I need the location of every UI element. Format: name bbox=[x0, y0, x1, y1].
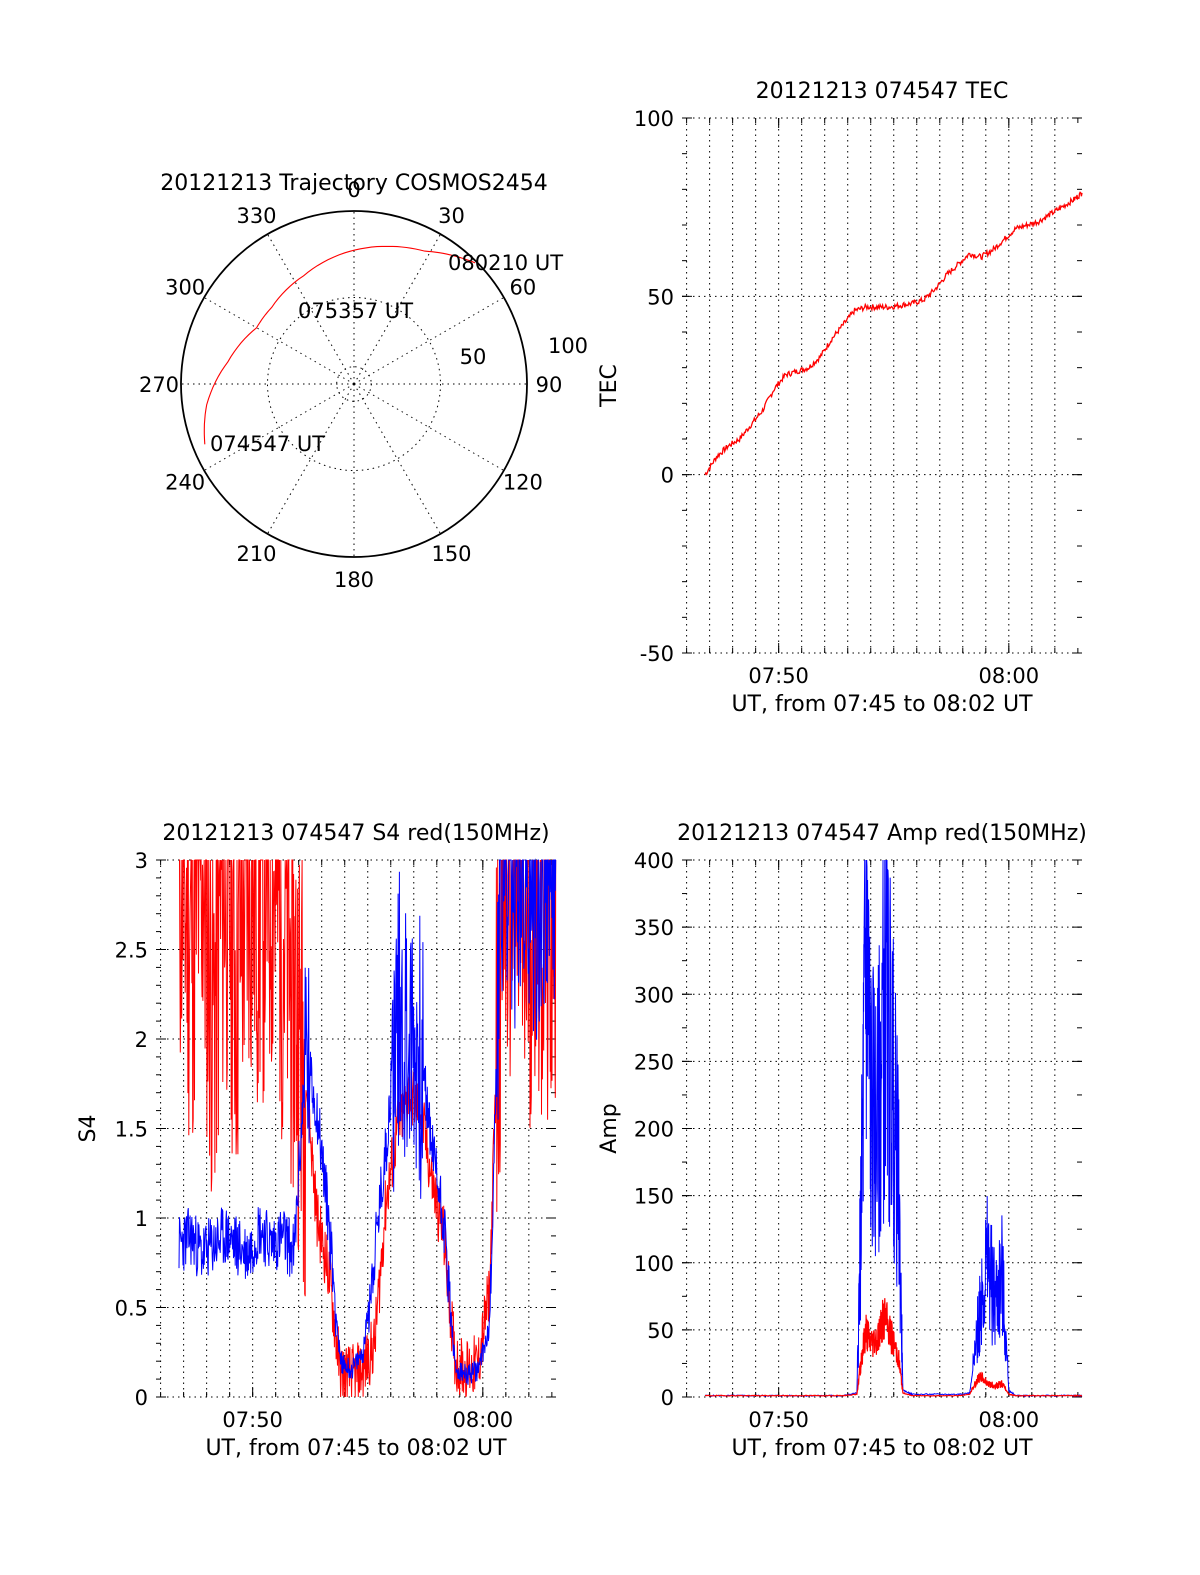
y-tick-label: 1.5 bbox=[115, 1118, 148, 1142]
y-tick-label: 1 bbox=[135, 1207, 148, 1231]
y-tick-label: 250 bbox=[634, 1050, 674, 1074]
x-tick-label: 07:50 bbox=[222, 1408, 283, 1432]
angle-label: 150 bbox=[431, 542, 471, 566]
y-tick-label: 300 bbox=[634, 983, 674, 1007]
y-tick-label: 400 bbox=[634, 849, 674, 873]
x-axis-label: UT, from 07:45 to 08:02 UT bbox=[731, 1436, 1033, 1461]
trajectory-line bbox=[203, 245, 476, 445]
x-tick-label: 08:00 bbox=[979, 664, 1040, 688]
angle-label: 300 bbox=[165, 276, 205, 300]
y-tick-label: 100 bbox=[634, 1252, 674, 1276]
angle-label: 270 bbox=[139, 373, 179, 397]
s4-chart: 20121213 074547 S4 red(150MHz) 0 0.5 1 1.5 2 2… bbox=[76, 821, 557, 1461]
time-annotation: 075357 UT bbox=[298, 299, 413, 323]
x-axis-label: UT, from 07:45 to 08:02 UT bbox=[205, 1436, 507, 1461]
y-tick-label: 0.5 bbox=[115, 1297, 148, 1321]
y-tick-label: 2 bbox=[135, 1028, 148, 1052]
blue-series bbox=[178, 858, 557, 1385]
amp-chart: 20121213 074547 Amp red(150MHz) 0 50 100 150… bbox=[597, 821, 1087, 1461]
spoke-line bbox=[353, 297, 505, 385]
spoke-line bbox=[203, 297, 355, 385]
spoke-line bbox=[267, 383, 355, 535]
spoke-line bbox=[353, 383, 441, 535]
y-axis-label: TEC bbox=[597, 364, 622, 408]
y-tick-label: 50 bbox=[647, 1319, 674, 1343]
red-series-line bbox=[179, 859, 557, 1398]
blue-series-line bbox=[704, 859, 1083, 1398]
x-tick-label: 08:00 bbox=[453, 1408, 514, 1432]
y-tick-label: 350 bbox=[634, 916, 674, 940]
x-axis-label: UT, from 07:45 to 08:02 UT bbox=[731, 692, 1033, 717]
y-tick-label: 0 bbox=[135, 1386, 148, 1410]
y-tick-label: 100 bbox=[634, 107, 674, 131]
blue-series-line bbox=[178, 858, 557, 1385]
angle-label: 0 bbox=[347, 178, 360, 202]
chart-title: 20121213 074547 S4 red(150MHz) bbox=[162, 821, 549, 846]
y-tick-label: 3 bbox=[135, 849, 148, 873]
chart-title: 20121213 074547 TEC bbox=[756, 79, 1009, 104]
angle-label: 180 bbox=[334, 568, 374, 592]
y-tick-label: 50 bbox=[647, 285, 674, 309]
y-tick-label: 200 bbox=[634, 1118, 674, 1142]
red-series bbox=[704, 191, 1083, 476]
spoke-line bbox=[353, 233, 441, 385]
angle-label: 120 bbox=[503, 471, 543, 495]
y-tick-label: 150 bbox=[634, 1185, 674, 1209]
angle-label: 330 bbox=[236, 204, 276, 228]
outer-circle bbox=[180, 210, 528, 558]
spoke-line bbox=[203, 383, 355, 471]
angle-label: 210 bbox=[236, 542, 276, 566]
y-tick-label: 0 bbox=[661, 1386, 674, 1410]
angle-label: 30 bbox=[438, 204, 465, 228]
spoke-line bbox=[353, 383, 505, 471]
chart-title: 20121213 Trajectory COSMOS2454 bbox=[160, 171, 547, 196]
tec-chart: 20121213 074547 TEC -50 0 50 100 07:50 08:00 UT… bbox=[597, 79, 1083, 717]
red-series-line bbox=[704, 1298, 1083, 1397]
radial-label: 100 bbox=[548, 334, 588, 358]
time-annotation: 080210 UT bbox=[448, 251, 563, 275]
spoke-line bbox=[267, 233, 355, 385]
y-axis-label: S4 bbox=[76, 1115, 101, 1143]
angle-label: 240 bbox=[165, 471, 205, 495]
red-series bbox=[704, 1298, 1083, 1397]
y-axis-label: Amp bbox=[597, 1103, 622, 1153]
x-tick-label: 08:00 bbox=[979, 1408, 1040, 1432]
angle-label: 60 bbox=[510, 276, 537, 300]
x-tick-label: 07:50 bbox=[748, 664, 809, 688]
y-tick-label: 0 bbox=[661, 464, 674, 488]
blue-series bbox=[704, 859, 1083, 1398]
y-tick-label: -50 bbox=[640, 642, 674, 666]
radial-label: 50 bbox=[460, 345, 487, 369]
y-tick-label: 2.5 bbox=[115, 939, 148, 963]
angle-label: 90 bbox=[536, 373, 563, 397]
range-circle bbox=[267, 297, 441, 471]
time-annotation: 074547 UT bbox=[210, 432, 325, 456]
chart-title: 20121213 074547 Amp red(150MHz) bbox=[677, 821, 1087, 846]
red-series-line bbox=[704, 191, 1083, 476]
x-tick-label: 07:50 bbox=[748, 1408, 809, 1432]
